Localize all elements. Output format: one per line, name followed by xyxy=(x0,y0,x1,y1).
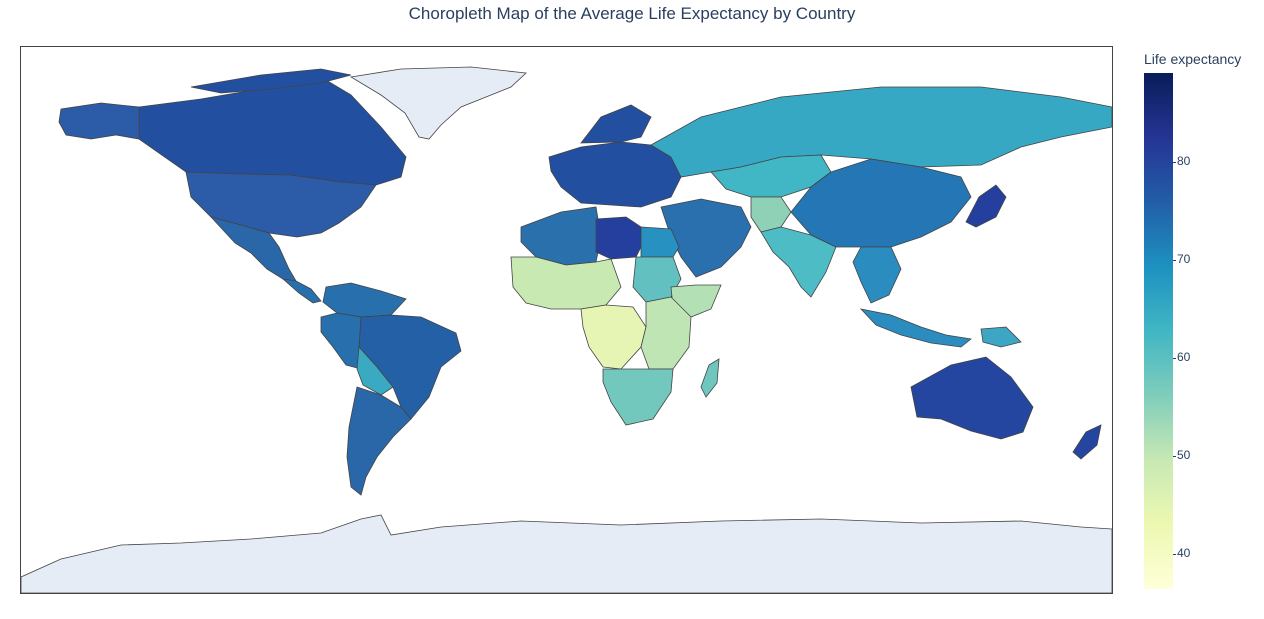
country-west-africa[interactable] xyxy=(510,256,622,310)
country-libya[interactable] xyxy=(595,216,642,260)
country-peru[interactable] xyxy=(320,312,362,370)
colorbar-tick-label: 50 xyxy=(1177,448,1191,462)
colorbar-tick-mark xyxy=(1173,456,1176,457)
colorbar-tick-label: 60 xyxy=(1177,350,1191,364)
map-svg[interactable] xyxy=(21,47,1112,593)
country-antarctica[interactable] xyxy=(21,514,1112,593)
colorbar-tick-mark xyxy=(1173,162,1176,163)
country-canada[interactable] xyxy=(138,76,407,186)
colorbar-tick-mark xyxy=(1173,358,1176,359)
country-indonesia[interactable] xyxy=(859,308,972,348)
colorbar-title: Life expectancy xyxy=(1144,51,1242,67)
country-central-africa[interactable] xyxy=(580,304,647,370)
colorbar-tick-label: 80 xyxy=(1177,154,1191,168)
colorbar-tick-mark xyxy=(1173,260,1176,261)
country-papua-new-guinea[interactable] xyxy=(980,326,1022,348)
map-title: Choropleth Map of the Average Life Expec… xyxy=(408,4,856,23)
choropleth-map[interactable] xyxy=(20,46,1113,594)
colorbar-tick-label: 70 xyxy=(1177,252,1191,266)
country-japan[interactable] xyxy=(965,184,1007,228)
country-argentina[interactable] xyxy=(346,386,412,496)
country-algeria[interactable] xyxy=(520,206,602,266)
colorbar-tick-mark xyxy=(1173,554,1176,555)
country-new-zealand[interactable] xyxy=(1072,424,1102,460)
country-southern-africa[interactable] xyxy=(602,368,674,426)
colorbar-scale xyxy=(1144,73,1173,589)
country-northern-south-america[interactable] xyxy=(322,282,407,318)
country-central-america[interactable] xyxy=(281,278,322,304)
country-egypt[interactable] xyxy=(640,226,680,258)
country-india[interactable] xyxy=(760,226,837,298)
country-scandinavia[interactable] xyxy=(580,104,652,144)
country-europe[interactable] xyxy=(548,141,682,208)
country-madagascar[interactable] xyxy=(700,358,720,398)
country-australia[interactable] xyxy=(910,356,1034,440)
colorbar-tick-label: 40 xyxy=(1177,546,1191,560)
country-china[interactable] xyxy=(790,158,972,248)
country-afghanistan[interactable] xyxy=(750,196,792,233)
country-canada-islands[interactable] xyxy=(190,68,352,94)
country-greenland[interactable] xyxy=(349,66,527,140)
country-alaska[interactable] xyxy=(58,102,140,140)
country-southeast-asia[interactable] xyxy=(852,246,902,304)
